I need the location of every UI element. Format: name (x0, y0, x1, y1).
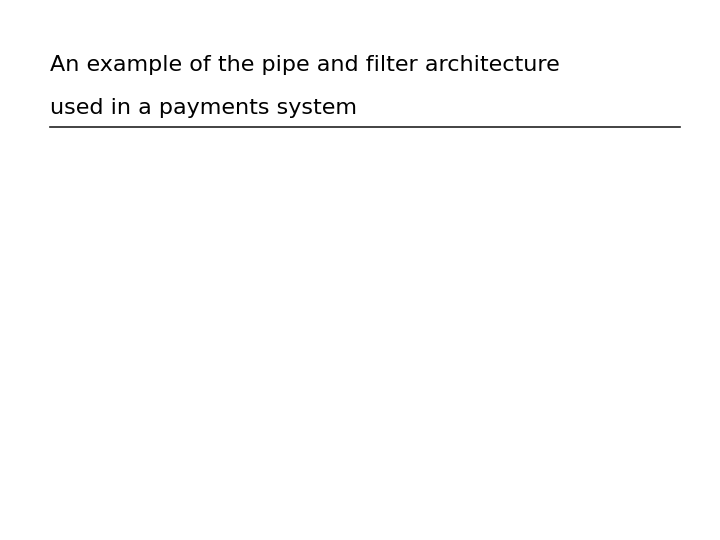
Text: used in a payments system: used in a payments system (50, 98, 357, 118)
Text: An example of the pipe and filter architecture: An example of the pipe and filter archit… (50, 55, 560, 75)
